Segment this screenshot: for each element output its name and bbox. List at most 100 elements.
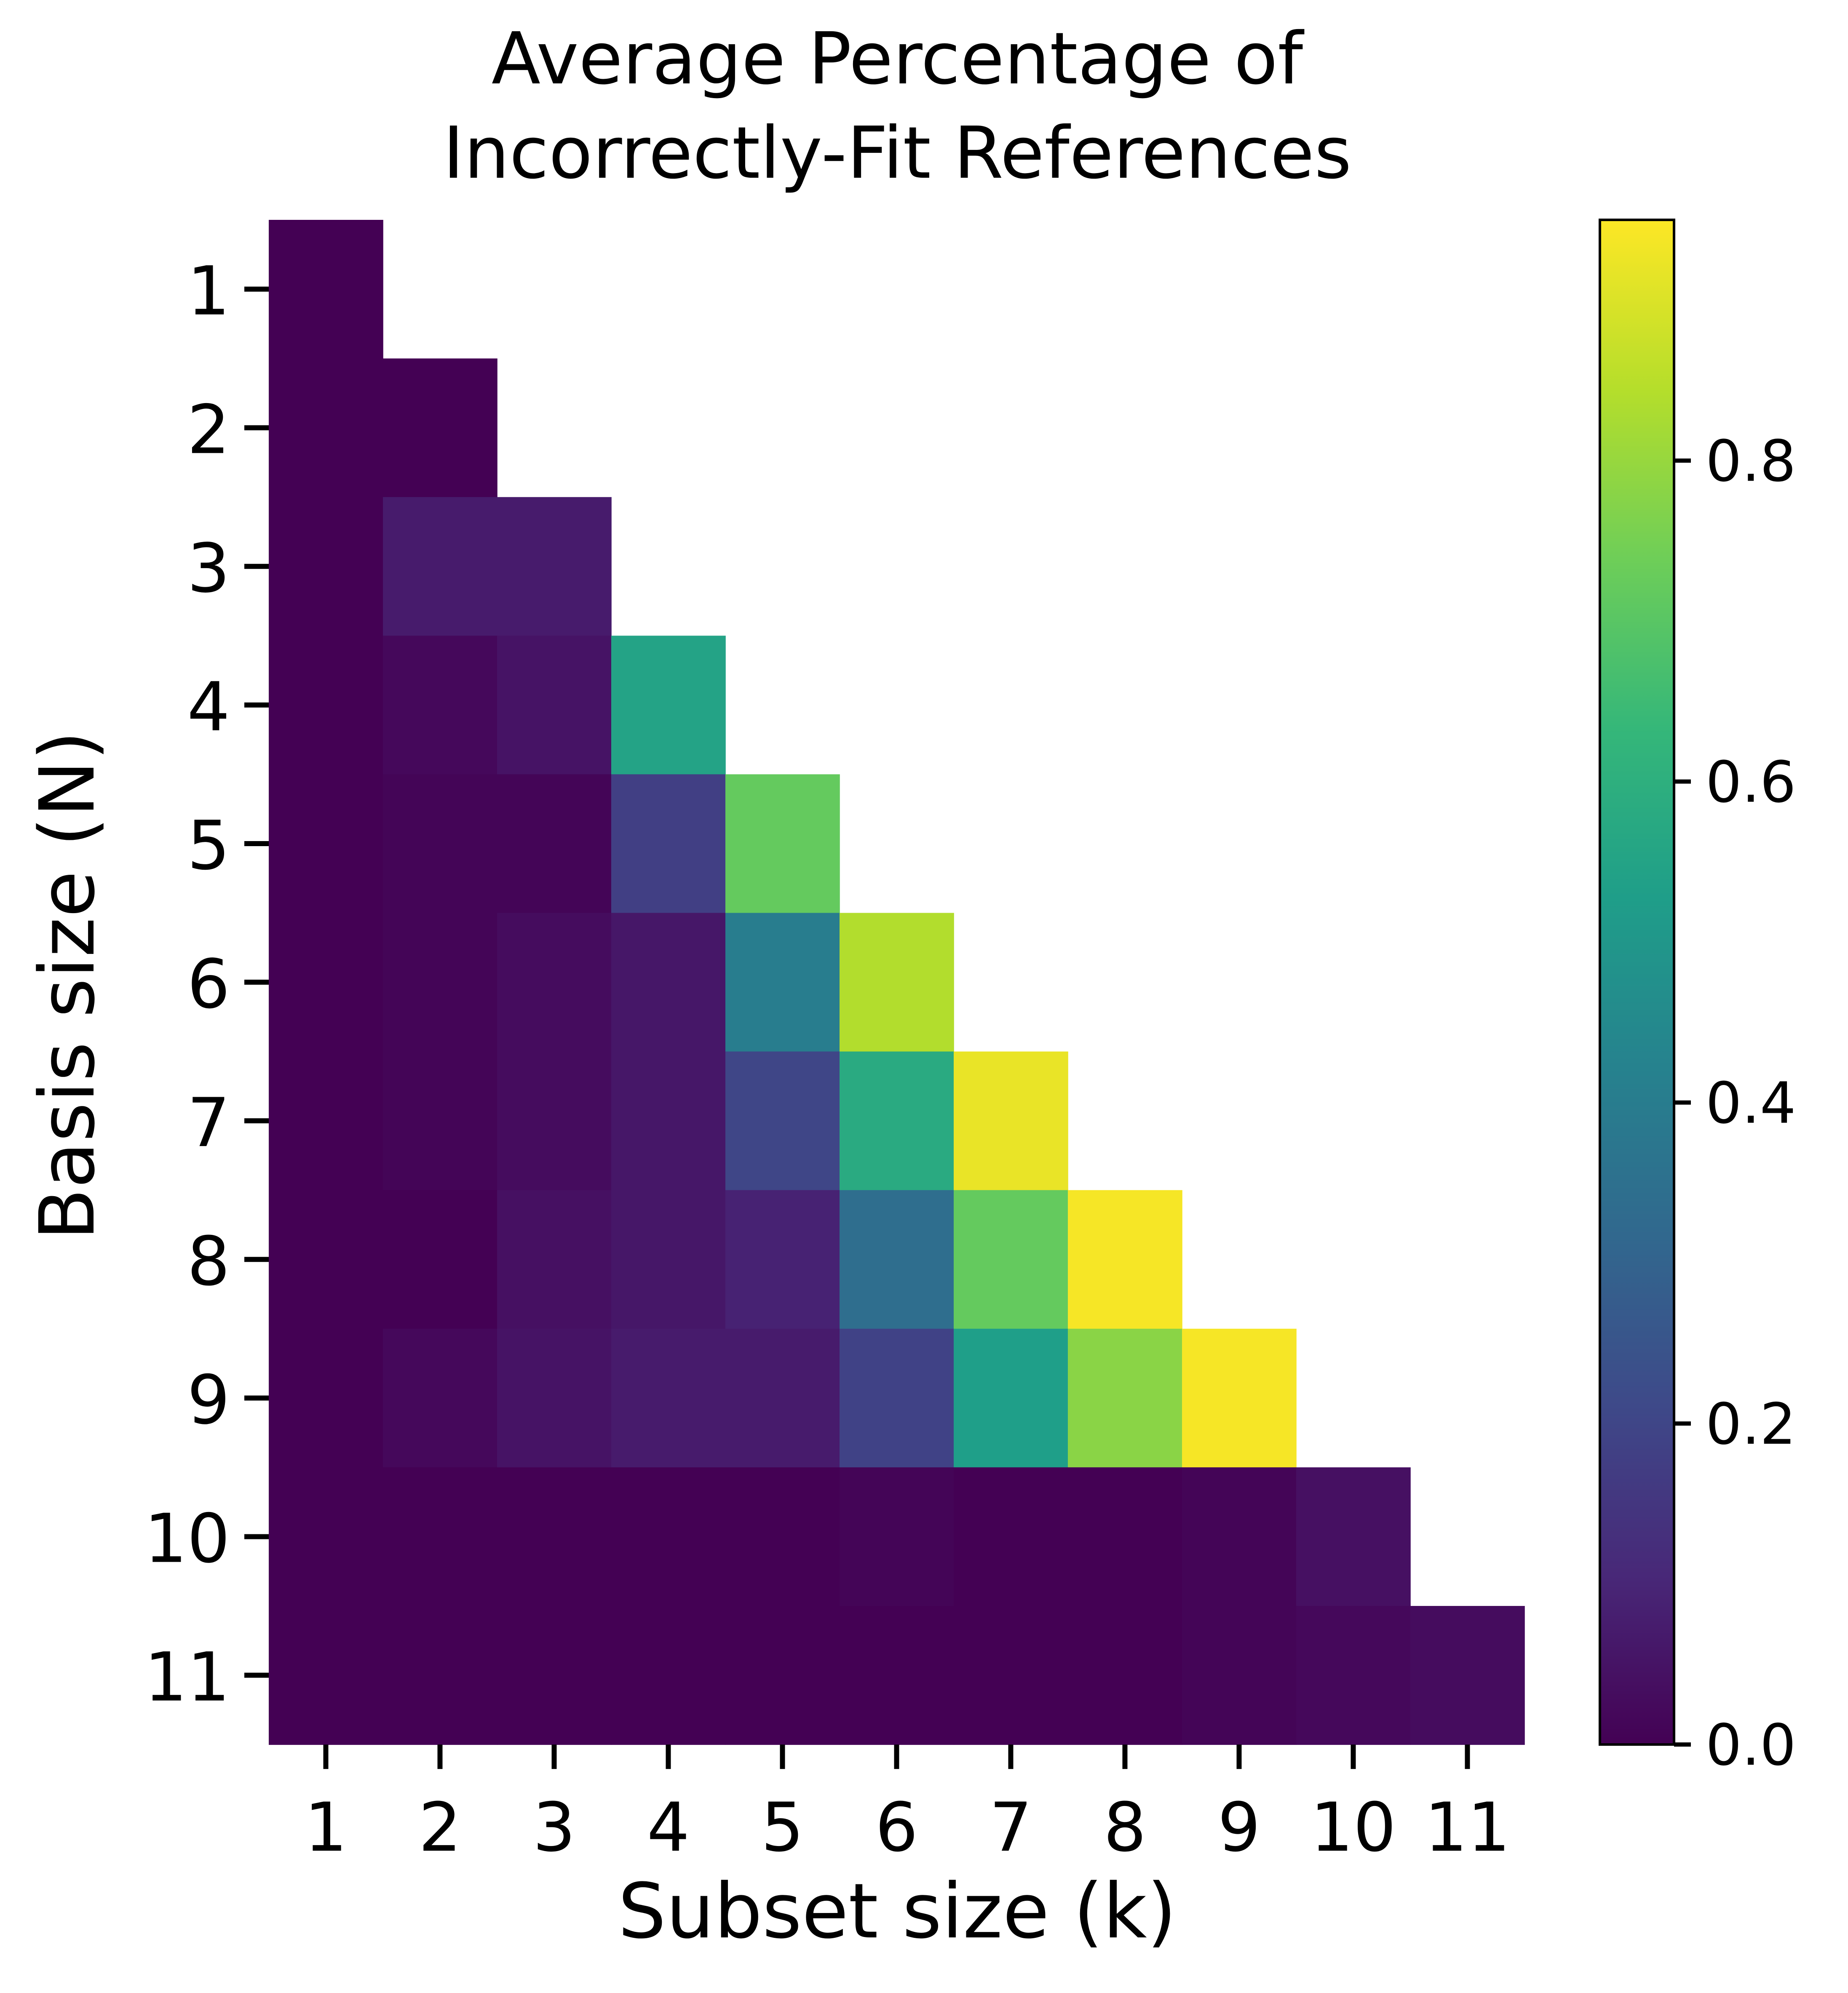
colorbar-gradient <box>1600 220 1674 1745</box>
heatmap-cell <box>611 1606 726 1745</box>
heatmap-cell <box>954 1328 1068 1468</box>
heatmap-cell <box>725 1190 840 1329</box>
heatmap-cell <box>611 1051 726 1191</box>
heatmap-cell <box>383 1606 497 1745</box>
x-axis: 1 2 3 4 5 6 7 8 9 10 11 <box>305 1745 1511 1867</box>
heatmap-cell <box>725 1606 840 1745</box>
heatmap-cell <box>1068 1190 1182 1329</box>
heatmap-cell <box>725 1051 840 1191</box>
heatmap-cell <box>269 220 383 359</box>
x-tick-label: 8 <box>1104 1788 1147 1867</box>
heatmap-cells <box>269 220 1525 1745</box>
heatmap-cell <box>497 1467 612 1606</box>
y-tick-label: 10 <box>144 1499 230 1578</box>
heatmap-cell <box>954 1467 1068 1606</box>
heatmap-cell <box>1410 1606 1525 1745</box>
heatmap-cell <box>497 636 612 775</box>
colorbar-ticks: 0.0 0.2 0.4 0.6 0.8 <box>1674 428 1796 1778</box>
y-axis-label: Basis size (N) <box>24 731 112 1240</box>
heatmap-cell <box>725 1328 840 1468</box>
heatmap-cell <box>1068 1606 1182 1745</box>
heatmap-cell <box>611 774 726 914</box>
heatmap-cell <box>269 1467 383 1606</box>
y-tick-label: 7 <box>187 1083 230 1162</box>
heatmap-cell <box>497 1606 612 1745</box>
x-tick-label: 7 <box>990 1788 1032 1867</box>
heatmap-cell <box>1068 1467 1182 1606</box>
y-tick-label: 2 <box>187 390 230 469</box>
heatmap-cell <box>497 1190 612 1329</box>
heatmap-cell <box>383 1051 497 1191</box>
heatmap-cell <box>840 1328 954 1468</box>
heatmap-cell <box>840 1467 954 1606</box>
heatmap-cell <box>840 1051 954 1191</box>
colorbar-tick-label: 0.4 <box>1706 1070 1796 1136</box>
x-tick-label: 11 <box>1425 1788 1511 1867</box>
heatmap-cell <box>840 1190 954 1329</box>
heatmap-cell <box>954 1190 1068 1329</box>
x-tick-label: 9 <box>1218 1788 1261 1867</box>
heatmap-cell <box>497 497 612 636</box>
heatmap-cell <box>383 1190 497 1329</box>
heatmap-cell <box>1296 1467 1411 1606</box>
y-tick-label: 9 <box>187 1360 230 1439</box>
heatmap-cell <box>725 913 840 1052</box>
heatmap-cell <box>497 1051 612 1191</box>
x-axis-label: Subset size (k) <box>618 1867 1177 1956</box>
heatmap-cell <box>1182 1467 1297 1606</box>
y-tick-label: 4 <box>187 668 230 746</box>
heatmap-cell <box>725 774 840 914</box>
heatmap-cell <box>611 1190 726 1329</box>
heatmap-cell <box>611 636 726 775</box>
y-tick-label: 8 <box>187 1222 230 1301</box>
y-tick-label: 5 <box>187 806 230 885</box>
heatmap-cell <box>954 1051 1068 1191</box>
heatmap-cell <box>383 774 497 914</box>
y-tick-label: 1 <box>187 252 230 331</box>
colorbar-tick-label: 0.0 <box>1706 1712 1796 1778</box>
heatmap-cell <box>269 497 383 636</box>
heatmap-cell <box>269 1190 383 1329</box>
heatmap-cell <box>383 1467 497 1606</box>
x-tick-label: 1 <box>305 1788 348 1867</box>
x-tick-label: 10 <box>1310 1788 1396 1867</box>
heatmap-cell <box>954 1606 1068 1745</box>
heatmap-cell <box>269 636 383 775</box>
heatmap-cell <box>383 636 497 775</box>
heatmap-cell <box>611 1328 726 1468</box>
heatmap-cell <box>725 1467 840 1606</box>
colorbar-tick-label: 0.6 <box>1706 749 1796 815</box>
heatmap-cell <box>383 358 497 497</box>
chart-title-line-1: Average Percentage of <box>492 17 1305 101</box>
y-tick-label: 3 <box>187 529 230 608</box>
heatmap-cell <box>269 1328 383 1468</box>
heatmap-cell <box>497 913 612 1052</box>
heatmap-cell <box>840 1606 954 1745</box>
heatmap-cell <box>269 774 383 914</box>
y-tick-label: 11 <box>144 1638 230 1717</box>
heatmap-cell <box>497 774 612 914</box>
colorbar-frame <box>1599 219 1675 1746</box>
heatmap-cell <box>1182 1606 1297 1745</box>
x-tick-label: 3 <box>533 1788 576 1867</box>
heatmap-cell <box>269 913 383 1052</box>
heatmap-cell <box>1068 1328 1182 1468</box>
y-axis: 1 2 3 4 5 6 7 8 9 10 11 <box>144 252 269 1717</box>
heatmap-cell <box>611 913 726 1052</box>
heatmap-cell <box>383 913 497 1052</box>
colorbar-tick-label: 0.2 <box>1706 1391 1796 1457</box>
colorbar: 0.0 0.2 0.4 0.6 0.8 <box>1599 219 1796 1778</box>
x-tick-label: 5 <box>761 1788 804 1867</box>
heatmap-cell <box>1296 1606 1411 1745</box>
x-tick-label: 2 <box>419 1788 462 1867</box>
colorbar-tick-label: 0.8 <box>1706 428 1796 494</box>
heatmap-cell <box>383 1328 497 1468</box>
heatmap-cell <box>1182 1328 1297 1468</box>
chart-title-line-2: Incorrectly-Fit References <box>443 112 1351 195</box>
heatmap-cell <box>840 913 954 1052</box>
heatmap-cell <box>269 1606 383 1745</box>
x-tick-label: 4 <box>647 1788 690 1867</box>
heatmap-cell <box>383 497 497 636</box>
heatmap-cell <box>497 1328 612 1468</box>
